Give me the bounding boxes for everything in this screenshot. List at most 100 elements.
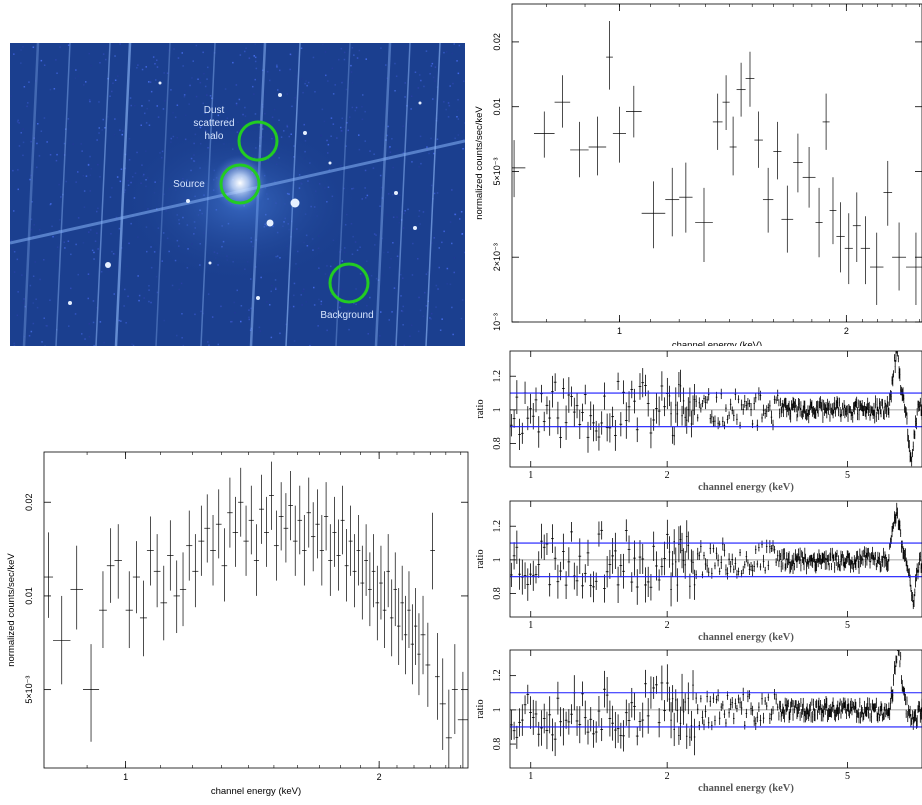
noise-pixel xyxy=(336,137,338,139)
noise-pixel xyxy=(75,78,77,80)
data-point xyxy=(186,511,192,581)
ratio-point xyxy=(681,406,683,426)
noise-pixel xyxy=(242,114,244,116)
noise-pixel xyxy=(84,190,86,192)
noise-pixel xyxy=(44,318,46,320)
ratio-point xyxy=(763,555,765,568)
noise-pixel xyxy=(338,59,340,61)
y-axis-label: ratio xyxy=(475,399,486,418)
ratio-point xyxy=(760,391,762,401)
ratio-point xyxy=(772,540,774,551)
data-point xyxy=(83,644,99,742)
ratio-point xyxy=(885,400,886,407)
noise-pixel xyxy=(124,289,126,291)
ratio-point xyxy=(766,540,768,553)
ratio-point xyxy=(589,707,592,731)
ratio-point xyxy=(713,693,715,703)
ratio-point xyxy=(532,561,535,591)
noise-pixel xyxy=(439,247,441,249)
ratio-point xyxy=(769,540,771,553)
data-point xyxy=(570,122,588,177)
ratio-point xyxy=(747,398,749,410)
data-point xyxy=(368,552,372,626)
ratio-point xyxy=(735,699,737,709)
ratio-point xyxy=(895,514,896,526)
ratio-point xyxy=(633,692,636,720)
ratio-point xyxy=(898,520,899,530)
ratio-point xyxy=(881,563,882,571)
noise-pixel xyxy=(462,131,464,133)
ratio-point xyxy=(863,712,864,722)
ratio-point xyxy=(899,648,900,656)
noise-pixel xyxy=(447,283,449,285)
ratio-point xyxy=(794,563,795,570)
noise-pixel xyxy=(184,90,186,92)
ratio-point xyxy=(793,398,794,408)
ratio-point xyxy=(863,559,864,566)
ratio-point xyxy=(899,368,900,381)
noise-pixel xyxy=(41,131,43,133)
ratio-point xyxy=(866,404,867,414)
ratio-point xyxy=(899,366,900,378)
ratio-point xyxy=(641,544,644,574)
ratio-point xyxy=(875,703,876,711)
ratio-point xyxy=(606,556,609,587)
noise-pixel xyxy=(361,106,363,108)
noise-pixel xyxy=(107,116,109,118)
noise-pixel xyxy=(360,273,362,275)
ratio-point xyxy=(800,401,801,410)
noise-pixel xyxy=(368,333,370,335)
noise-pixel xyxy=(175,117,177,119)
ratio-point xyxy=(871,552,872,559)
ratio-point xyxy=(738,395,740,403)
noise-pixel xyxy=(158,116,160,118)
noise-pixel xyxy=(181,313,183,315)
ratio-point xyxy=(855,401,856,410)
noise-pixel xyxy=(333,123,335,125)
ratio-point xyxy=(661,666,664,701)
noise-pixel xyxy=(434,80,436,82)
ratio-point xyxy=(699,397,701,408)
noise-pixel xyxy=(200,78,202,80)
noise-pixel xyxy=(435,306,437,308)
ratio-point xyxy=(838,407,839,416)
noise-pixel xyxy=(103,53,105,55)
noise-pixel xyxy=(114,118,116,120)
ratio-point xyxy=(532,403,535,429)
ratio-point xyxy=(857,710,858,717)
ratio-point xyxy=(895,360,896,373)
noise-pixel xyxy=(139,295,141,297)
noise-pixel xyxy=(126,266,128,268)
noise-pixel xyxy=(317,325,319,327)
noise-pixel xyxy=(26,106,28,108)
noise-pixel xyxy=(97,248,99,250)
ratio-point xyxy=(903,548,904,559)
noise-pixel xyxy=(304,83,306,85)
noise-pixel xyxy=(102,129,104,131)
noise-pixel xyxy=(279,333,281,335)
ratio-point xyxy=(800,559,801,571)
noise-pixel xyxy=(449,85,451,87)
ratio-point xyxy=(595,721,598,742)
data-point xyxy=(534,112,555,158)
ratio-point xyxy=(731,697,733,708)
ratio-point xyxy=(837,701,838,714)
noise-pixel xyxy=(271,337,273,339)
ratio-point xyxy=(697,548,699,560)
data-point xyxy=(830,177,837,244)
ratio-point xyxy=(742,566,744,574)
ratio-point xyxy=(786,698,787,712)
ratio-point xyxy=(828,708,829,720)
ratio-point xyxy=(589,574,592,597)
ratio-point xyxy=(692,670,694,700)
ratio-point xyxy=(855,559,856,567)
noise-pixel xyxy=(332,68,334,70)
ratio-point xyxy=(901,387,902,396)
noise-pixel xyxy=(391,138,393,140)
data-point xyxy=(883,161,892,226)
ratio-point xyxy=(797,553,798,561)
noise-pixel xyxy=(328,144,330,146)
noise-pixel xyxy=(400,274,402,276)
noise-pixel xyxy=(325,51,327,53)
